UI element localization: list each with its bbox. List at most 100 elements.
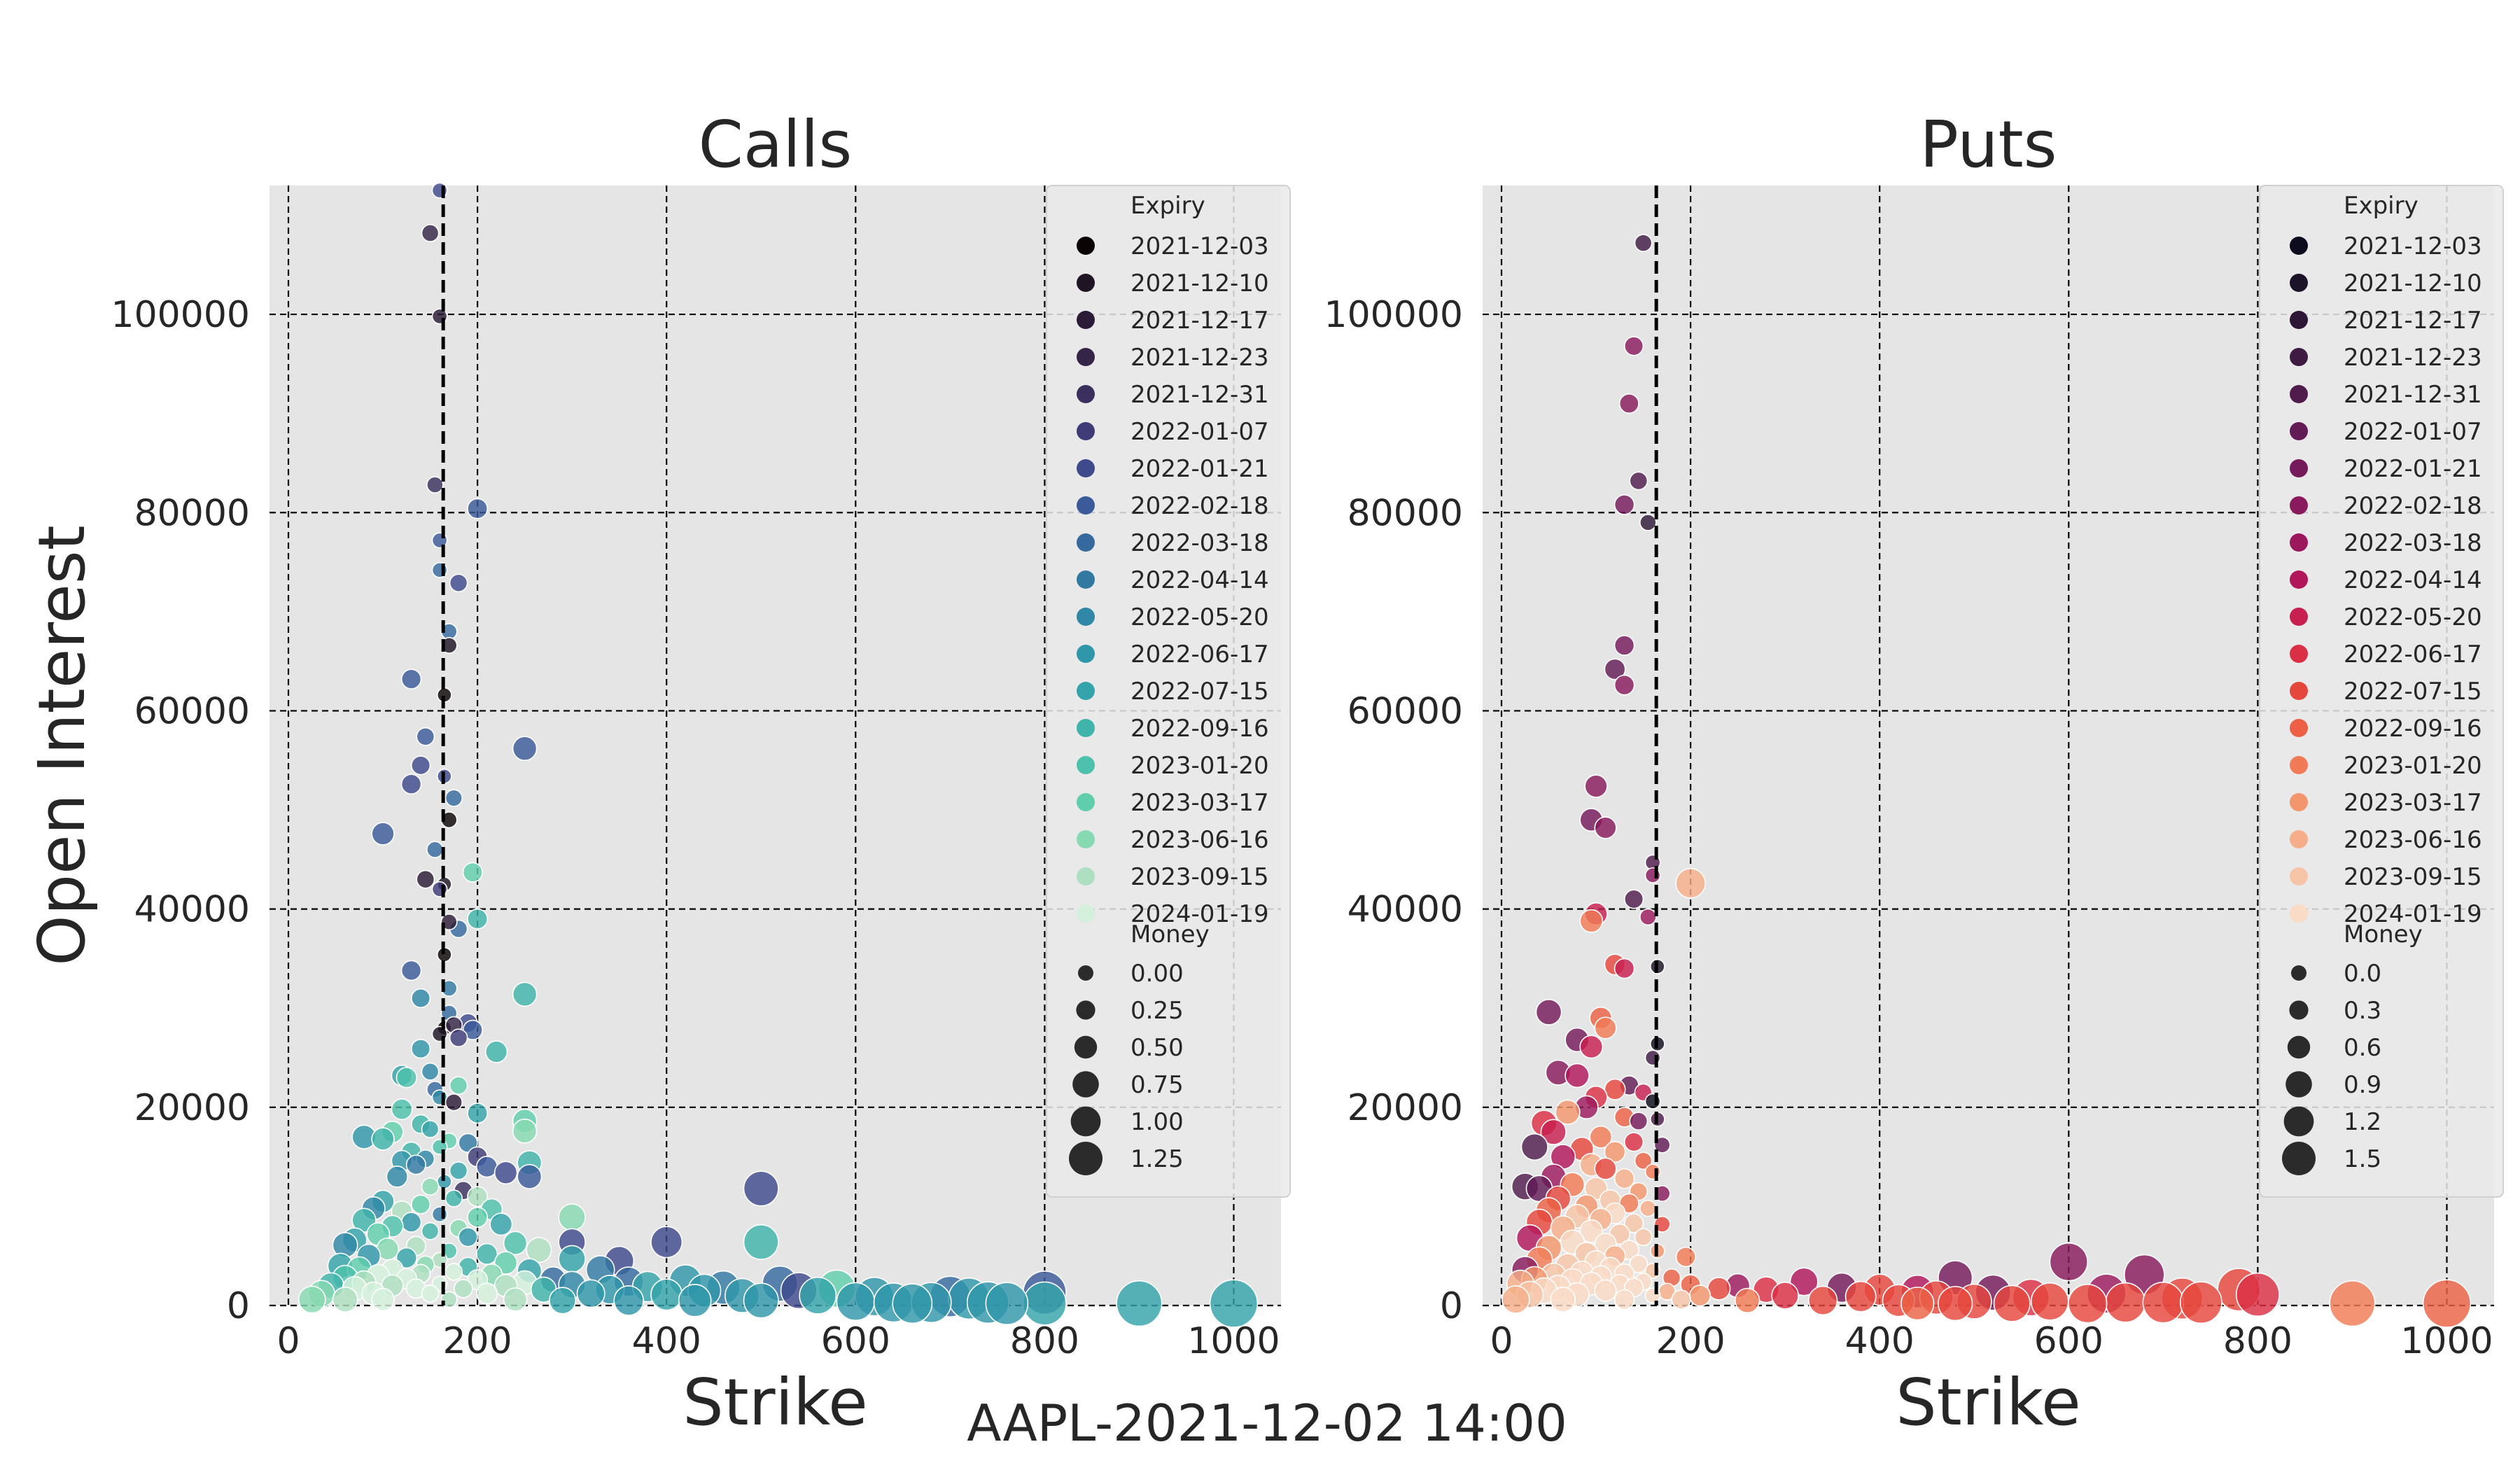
y-tick-label: 20000 — [134, 1087, 250, 1129]
data-point — [1734, 1287, 1760, 1314]
legend-expiry-label: 2021-12-03 — [2344, 232, 2482, 260]
data-point — [1564, 1063, 1590, 1088]
legend-size-label: 0.0 — [2344, 960, 2381, 988]
y-tick-label: 80000 — [134, 492, 250, 534]
calls-tick-labels: 0 200 400 600 800 1000 0 20000 40000 60000 80000 10… — [111, 294, 1280, 1362]
data-point — [1535, 998, 1562, 1026]
data-point — [476, 1242, 498, 1265]
data-point — [2422, 1279, 2472, 1328]
puts-legend: Expiry 2021-12-03 2021-12-10 2021-12-17 2021… — [2259, 185, 2504, 1198]
data-point — [1520, 1133, 1548, 1161]
legend-expiry-label: 2021-12-23 — [1130, 344, 1269, 372]
data-point — [1116, 1280, 1163, 1327]
data-point — [489, 1212, 513, 1236]
y-tick-label: 60000 — [1348, 690, 1463, 732]
legend-size-swatch — [2286, 1071, 2312, 1098]
data-point — [503, 1231, 528, 1256]
calls-panel: 0 200 400 600 800 1000 0 20000 40000 60000 80000 10… — [111, 107, 1291, 1440]
legend-swatch — [1077, 570, 1095, 589]
data-point — [1653, 1215, 1671, 1233]
data-point — [2142, 1282, 2185, 1324]
data-point — [371, 1127, 395, 1151]
data-point — [517, 1163, 542, 1189]
data-point — [467, 908, 489, 930]
legend-swatch — [1077, 348, 1095, 366]
x-tick-label: 600 — [821, 1320, 890, 1362]
data-point — [2329, 1280, 2376, 1327]
data-point — [1594, 816, 1617, 839]
y-tick-label: 0 — [1440, 1285, 1463, 1327]
data-point — [400, 960, 422, 981]
data-point — [1675, 1247, 1696, 1268]
data-point — [421, 1284, 440, 1303]
legend-size-label: 0.50 — [1130, 1034, 1184, 1062]
legend-expiry-label: 2022-06-17 — [1130, 640, 1269, 668]
data-point — [440, 636, 458, 654]
legend-swatch — [2290, 756, 2308, 774]
legend-size-label: 0.25 — [1130, 997, 1184, 1025]
figure-suptitle: AAPL-2021-12-02 14:00 — [967, 1394, 1567, 1452]
data-point — [1604, 1078, 1626, 1100]
legend-expiry-label: 2021-12-31 — [2344, 381, 2482, 409]
legend-size-swatch — [1076, 1000, 1096, 1020]
data-point — [444, 1093, 463, 1112]
legend-box — [2259, 185, 2504, 1198]
data-point — [410, 988, 431, 1009]
y-tick-label: 60000 — [134, 690, 250, 732]
legend-swatch — [1077, 274, 1095, 292]
data-point — [558, 1245, 586, 1273]
legend-expiry-label: 2022-07-15 — [2344, 678, 2482, 706]
data-point — [405, 1154, 426, 1175]
calls-title: Calls — [699, 107, 853, 182]
legend-size-swatch — [1074, 1035, 1098, 1059]
legend-size-swatch — [2283, 1106, 2314, 1137]
y-tick-label: 40000 — [1348, 889, 1463, 931]
data-point — [449, 1028, 468, 1047]
legend-swatch — [1077, 237, 1095, 255]
data-point — [1771, 1282, 1799, 1310]
x-tick-label: 1000 — [2400, 1320, 2493, 1362]
data-point — [799, 1276, 837, 1315]
legend-swatch — [2290, 533, 2308, 552]
data-point — [454, 1279, 473, 1298]
legend-swatch — [2290, 682, 2308, 700]
data-point — [2179, 1281, 2222, 1324]
legend-expiry-label: 2022-09-16 — [2344, 715, 2482, 743]
legend-expiry-label: 2022-01-21 — [2344, 455, 2482, 483]
data-point — [458, 1227, 478, 1247]
legend-size-swatch — [1078, 965, 1093, 981]
data-point — [426, 841, 444, 858]
legend-expiry-label: 2023-03-17 — [2344, 789, 2482, 817]
data-point — [1629, 471, 1648, 491]
data-point — [421, 224, 440, 242]
data-point — [1623, 1132, 1644, 1152]
legend-box — [1046, 185, 1291, 1198]
legend-swatch — [2290, 719, 2308, 737]
calls-points — [298, 182, 1259, 1328]
legend-swatch — [1077, 608, 1095, 626]
legend-swatch — [2290, 570, 2308, 589]
legend-swatch — [2290, 645, 2308, 663]
data-point — [400, 1212, 422, 1233]
y-tick-label: 40000 — [134, 889, 250, 931]
legend-size-label: 0.75 — [1130, 1071, 1184, 1099]
data-point — [1614, 1168, 1635, 1189]
legend-expiry-label: 2021-12-17 — [1130, 307, 1269, 335]
legend-money-title: Money — [2344, 920, 2423, 948]
legend-expiry-label: 2022-01-07 — [2344, 418, 2482, 446]
legend-swatch — [2290, 311, 2308, 329]
y-tick-label: 0 — [227, 1285, 250, 1327]
data-point — [1623, 336, 1644, 356]
y-tick-label: 80000 — [1348, 492, 1463, 534]
data-point — [512, 1118, 538, 1144]
legend-swatch — [1077, 756, 1095, 774]
data-point — [416, 869, 435, 889]
data-point — [1993, 1284, 2031, 1322]
data-point — [892, 1283, 933, 1324]
data-point — [1639, 1199, 1657, 1217]
y-tick-label: 100000 — [1324, 294, 1463, 336]
legend-swatch — [2290, 867, 2308, 886]
data-point — [467, 1206, 489, 1228]
data-point — [421, 1177, 440, 1196]
data-point — [449, 573, 468, 593]
